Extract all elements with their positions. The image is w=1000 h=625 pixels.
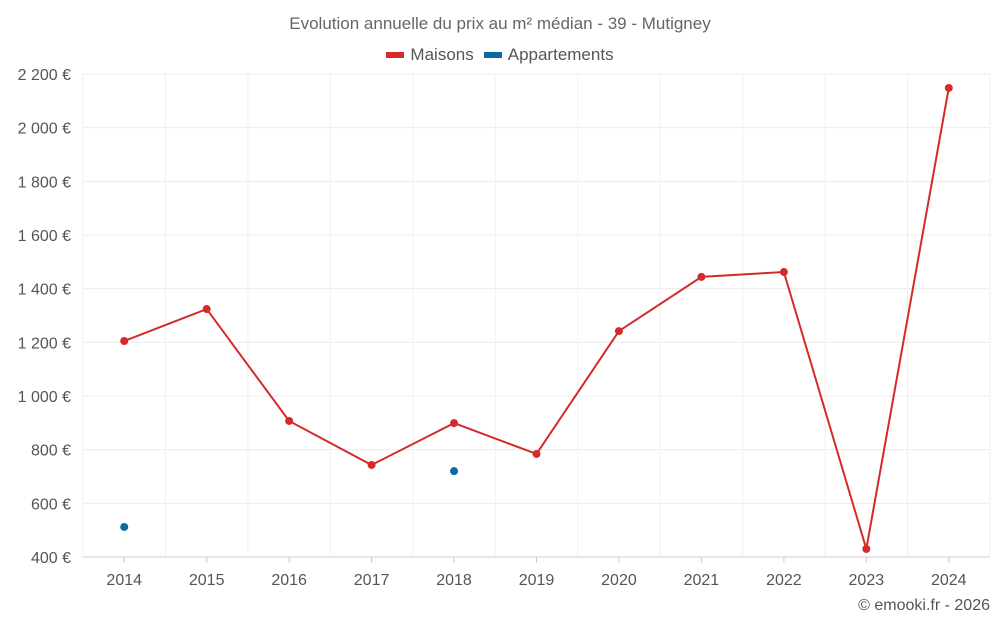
y-tick-label: 2 000 € (18, 121, 71, 138)
y-tick-label: 1 600 € (18, 228, 71, 245)
data-point-maisons-2019 (532, 449, 541, 458)
x-tick-label: 2017 (354, 572, 390, 589)
y-tick-label: 2 200 € (18, 67, 71, 84)
data-point-maisons-2018 (450, 419, 459, 428)
y-tick-label: 800 € (31, 443, 71, 460)
x-tick-label: 2016 (271, 572, 307, 589)
legend: Maisons Appartements (0, 45, 1000, 65)
x-tick-label: 2018 (436, 572, 472, 589)
data-point-maisons-2021 (697, 272, 706, 281)
legend-item-appartements[interactable]: Appartements (483, 45, 614, 65)
x-tick-label: 2024 (931, 572, 967, 589)
x-tick-label: 2021 (684, 572, 720, 589)
data-point-maisons-2017 (367, 460, 376, 469)
credit-text: © emooki.fr - 2026 (858, 597, 990, 614)
x-tick-label: 2014 (106, 572, 142, 589)
data-point-maisons-2015 (202, 305, 211, 314)
data-point-maisons-2020 (614, 327, 623, 336)
x-tick-label: 2023 (849, 572, 885, 589)
x-tick-label: 2015 (189, 572, 225, 589)
data-point-maisons-2022 (779, 268, 788, 277)
legend-label: Appartements (507, 45, 614, 64)
y-tick-label: 600 € (31, 496, 71, 513)
legend-swatch-appartements (483, 52, 502, 58)
x-tick-label: 2020 (601, 572, 637, 589)
legend-item-maisons[interactable]: Maisons (386, 45, 474, 65)
data-point-maisons-2023 (862, 544, 871, 553)
data-point-appartements-2018 (450, 467, 459, 476)
y-tick-label: 1 000 € (18, 389, 71, 406)
y-tick-label: 400 € (31, 550, 71, 567)
legend-label: Maisons (410, 45, 474, 64)
y-tick-label: 1 800 € (18, 174, 71, 191)
data-point-maisons-2016 (285, 416, 294, 425)
data-point-appartements-2014 (120, 522, 129, 531)
legend-swatch-maisons (386, 52, 405, 58)
data-point-maisons-2014 (120, 336, 129, 345)
chart-title: Evolution annuelle du prix au m² médian … (289, 14, 711, 33)
x-tick-label: 2019 (519, 572, 555, 589)
x-tick-label: 2022 (766, 572, 802, 589)
data-point-maisons-2024 (944, 83, 953, 92)
y-tick-label: 1 200 € (18, 335, 71, 352)
y-tick-label: 1 400 € (18, 282, 71, 299)
